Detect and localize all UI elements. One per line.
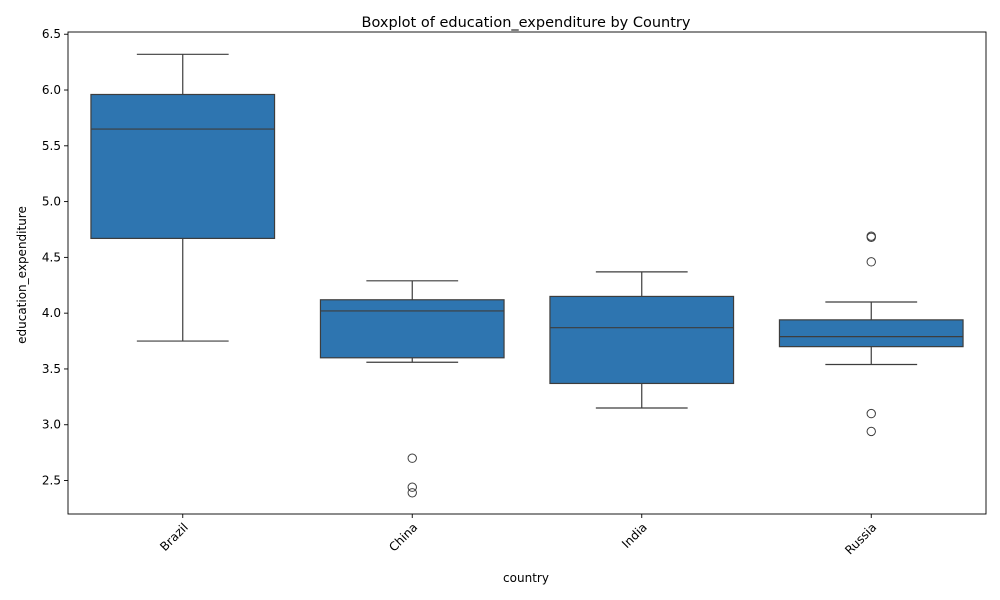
y-tick-label: 4.5 [42,250,61,264]
outlier-point [407,453,417,463]
outlier-point [866,408,876,419]
y-tick-label: 3.5 [42,362,61,376]
y-tick-label: 6.0 [42,83,61,97]
y-tick-label: 4.0 [42,306,61,320]
chart-title: Boxplot of education_expenditure by Coun… [362,15,691,31]
outlier-point [866,257,876,267]
y-tick-label: 5.0 [42,195,61,209]
box-china [319,299,505,359]
y-tick-label: 6.5 [42,27,61,41]
outlier-point [866,232,876,242]
y-tick-label: 3.0 [42,418,61,432]
outlier-point [407,482,417,492]
y-tick-label: 2.5 [42,474,61,488]
box-india [549,295,735,385]
outlier-point [407,488,417,498]
y-tick-label: 5.5 [42,139,61,153]
box-brazil [90,93,276,240]
y-axis-label: education_expenditure [15,206,29,344]
axes-frame [67,31,987,515]
x-axis-label: country [503,571,549,585]
outlier-point [866,426,876,437]
box-russia [778,319,964,348]
